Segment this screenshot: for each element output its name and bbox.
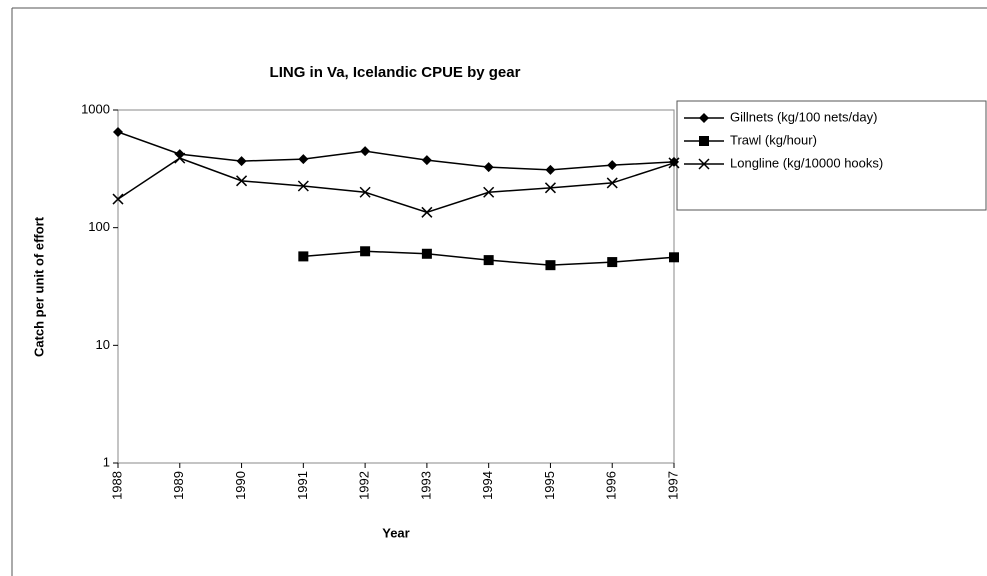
marker xyxy=(483,255,494,266)
chart-title: LING in Va, Icelandic CPUE by gear xyxy=(270,64,521,81)
marker xyxy=(669,252,679,263)
marker xyxy=(699,113,709,123)
marker xyxy=(360,146,371,157)
marker xyxy=(544,182,556,194)
x-tick-label: 1996 xyxy=(604,471,619,500)
x-axis-title: Year xyxy=(382,525,409,540)
marker xyxy=(421,248,432,259)
marker xyxy=(298,154,309,165)
marker xyxy=(298,251,309,262)
marker xyxy=(668,157,680,169)
x-tick-label: 1997 xyxy=(665,471,680,500)
x-tick-label: 1990 xyxy=(233,471,248,500)
marker xyxy=(483,186,495,198)
y-tick-label: 10 xyxy=(96,337,110,352)
legend-box xyxy=(676,100,987,211)
legend-label: Gillnets (kg/100 nets/day) xyxy=(730,109,877,124)
marker xyxy=(545,164,556,175)
y-axis-title: Catch per unit of effort xyxy=(31,216,46,357)
marker xyxy=(699,136,709,146)
x-tick-label: 1989 xyxy=(171,471,186,500)
marker xyxy=(545,260,556,271)
marker xyxy=(698,158,710,170)
plot-area xyxy=(117,109,675,464)
marker xyxy=(236,175,248,187)
marker xyxy=(113,127,123,138)
x-tick-label: 1994 xyxy=(480,471,495,500)
y-tick-label: 1000 xyxy=(81,101,110,116)
marker xyxy=(421,155,432,166)
x-tick-label: 1992 xyxy=(357,471,372,500)
marker xyxy=(236,156,247,167)
marker xyxy=(607,257,618,268)
series-line xyxy=(117,131,675,171)
y-tick-label: 100 xyxy=(88,219,110,234)
marker xyxy=(483,162,494,173)
marker xyxy=(421,206,433,218)
marker xyxy=(174,152,186,164)
series-line xyxy=(117,157,675,214)
x-tick-label: 1995 xyxy=(542,471,557,500)
x-tick-label: 1991 xyxy=(295,471,310,500)
marker xyxy=(359,186,371,198)
x-tick-label: 1993 xyxy=(418,471,433,500)
y-tick-label: 1 xyxy=(103,454,110,469)
legend-label: Trawl (kg/hour) xyxy=(730,132,817,147)
x-tick-label: 1988 xyxy=(109,471,124,500)
marker xyxy=(297,180,309,192)
marker xyxy=(606,177,618,189)
marker xyxy=(607,160,618,171)
legend-label: Longline (kg/10000 hooks) xyxy=(730,155,883,170)
marker xyxy=(360,246,371,257)
marker xyxy=(112,193,124,205)
